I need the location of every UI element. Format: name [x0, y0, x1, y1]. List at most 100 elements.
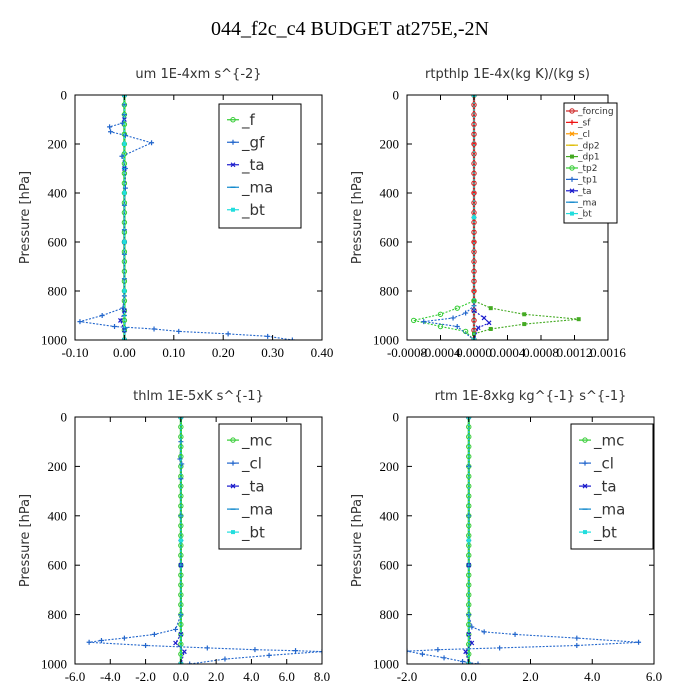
legend: _f _gf _ta _ma _bt [218, 103, 302, 229]
legend-label: _bt [241, 523, 265, 542]
panel-title: rtm 1E-8xkg kg^{-1} s^{-1} [435, 389, 627, 404]
cl-point [252, 647, 258, 653]
legend-label: _dp2 [577, 141, 600, 151]
gf-point [289, 337, 295, 340]
x-tick-label: 4.0 [243, 669, 259, 684]
series-line [407, 417, 639, 664]
legend-label: _ta [241, 156, 265, 175]
legend-label: _bt [593, 523, 617, 542]
forcing-point [569, 108, 575, 114]
cl-point [86, 639, 92, 645]
gf-point [265, 333, 271, 339]
panel-1: 0 200 400 600 800 1000-0.10 0.00 0.10 0.20 0.30 0.… [18, 67, 333, 360]
mc-point [466, 453, 472, 460]
ta-point [481, 315, 487, 321]
tp1-point [421, 319, 427, 325]
y-tick-label: 400 [48, 186, 68, 201]
legend-label: _tp2 [577, 164, 597, 174]
x-tick-label: -6.0 [65, 669, 86, 684]
x-tick-label: 0.30 [261, 345, 284, 360]
bt-point [231, 530, 235, 535]
y-tick-label: 600 [48, 558, 68, 573]
gf-point [225, 331, 231, 337]
bt-point [178, 538, 183, 543]
y-tick-label: 0 [393, 88, 400, 103]
ta-point [486, 320, 492, 326]
x-tick-label: 8.0 [314, 669, 330, 684]
tp2-point [437, 311, 444, 317]
x-tick-label: 0.0004 [490, 345, 526, 360]
ta-point [230, 162, 236, 168]
dp1-point [522, 312, 527, 317]
tp2-point [454, 305, 460, 311]
series-group [77, 95, 295, 340]
legend-label: _bt [577, 210, 592, 220]
dp1-point [522, 322, 527, 327]
gf-point [230, 139, 236, 145]
legend-label: _ta [593, 477, 617, 496]
x-tick-label: 6.0 [646, 669, 662, 684]
bt-point [122, 191, 127, 195]
y-tick-label: 800 [380, 284, 400, 299]
gf-point [149, 140, 155, 146]
cl-point [151, 631, 157, 637]
bt-point [472, 215, 476, 220]
x-tick-label: -0.0004 [420, 345, 461, 360]
ta-point [471, 308, 477, 314]
gf-point [112, 324, 118, 330]
cl-point [121, 635, 127, 641]
x-tick-label: 0.10 [162, 345, 185, 360]
cl-point [177, 456, 183, 462]
mc-point [178, 621, 184, 628]
dp1-point [488, 306, 493, 311]
gf-point [122, 132, 128, 138]
y-tick-label: 600 [380, 235, 400, 250]
y-tick-label: 200 [48, 459, 68, 474]
y-tick-label: 0 [61, 410, 68, 425]
mc-point [582, 437, 588, 443]
legend-label: _forcing [577, 107, 614, 117]
cl-point [475, 661, 481, 664]
ta-point [121, 308, 127, 314]
tp1-point [569, 176, 575, 182]
x-tick-label: 2.0 [208, 669, 224, 684]
legend-label: _tp1 [577, 176, 597, 186]
x-tick-label: 0.20 [212, 345, 235, 360]
f-point [230, 117, 236, 123]
y-tick-label: 400 [48, 508, 68, 523]
ta-point [569, 188, 575, 194]
ta-point [173, 640, 178, 646]
y-tick-label: 1000 [373, 333, 399, 348]
gf-point [108, 129, 114, 135]
sf-point [569, 119, 575, 125]
x-tick-label: 0.0 [461, 669, 477, 684]
ta-point [469, 640, 475, 646]
legend-label: _cl [577, 130, 590, 140]
gf-point [99, 313, 105, 318]
legend-label: _ta [241, 477, 265, 496]
cl-point [407, 648, 410, 654]
ta-point [118, 317, 123, 323]
cl-point [204, 645, 210, 651]
cl-point [636, 639, 642, 645]
gf-point [151, 326, 157, 332]
tp2-point [569, 165, 575, 171]
tp1-point [454, 324, 460, 330]
y-tick-label: 400 [380, 186, 400, 201]
cl-point [222, 656, 228, 662]
ta-point [463, 649, 469, 655]
legend-label: _ta [577, 187, 592, 197]
y-tick-label: 1000 [41, 333, 67, 348]
x-tick-label: -2.0 [135, 669, 156, 684]
legend: _mc _cl _ta _ma _bt [218, 423, 302, 550]
panel-2: 02004006008001000-0.0008-0.00040.00000.0… [350, 67, 626, 360]
plot-frame [74, 416, 323, 665]
y-tick-label: 600 [380, 558, 400, 573]
cl-point [143, 642, 149, 648]
series-group [86, 417, 322, 664]
cl-point [512, 631, 518, 637]
gf-point [77, 319, 83, 325]
legend-label: _gf [241, 134, 265, 153]
figure-title: 044_f2c_c4 BUDGET at275E,-2N [211, 18, 489, 40]
